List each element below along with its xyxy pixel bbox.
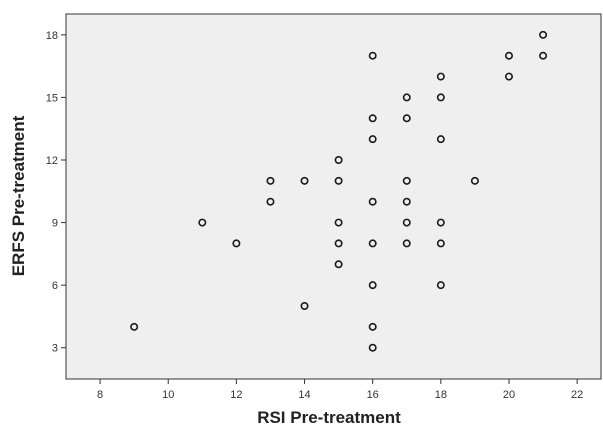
x-tick-label: 14: [298, 389, 310, 401]
data-point: [436, 281, 445, 290]
data-point: [436, 218, 445, 227]
data-point: [402, 239, 411, 248]
data-point: [470, 176, 479, 185]
data-point: [300, 301, 309, 310]
data-point: [368, 281, 377, 290]
y-tick-label: 18: [46, 30, 58, 42]
data-point: [436, 135, 445, 144]
x-tick-label: 12: [230, 389, 242, 401]
data-point: [368, 135, 377, 144]
data-point: [334, 176, 343, 185]
data-point: [402, 93, 411, 102]
data-point: [368, 239, 377, 248]
x-tick-label: 10: [162, 389, 174, 401]
data-point: [300, 176, 309, 185]
data-point: [402, 114, 411, 123]
data-point: [402, 218, 411, 227]
data-point: [368, 114, 377, 123]
x-tick-label: 20: [503, 389, 515, 401]
data-point: [539, 51, 548, 60]
data-point: [198, 218, 207, 227]
data-point: [436, 239, 445, 248]
data-point: [266, 176, 275, 185]
data-point: [232, 239, 241, 248]
data-point: [539, 30, 548, 39]
x-tick-label: 8: [97, 389, 103, 401]
data-point: [402, 176, 411, 185]
data-point: [504, 51, 513, 60]
y-tick-label: 12: [46, 155, 58, 167]
y-tick-label: 3: [52, 343, 58, 355]
plot-area: [65, 13, 602, 380]
data-point: [334, 260, 343, 269]
data-point: [334, 156, 343, 165]
y-tick-label: 15: [46, 92, 58, 104]
y-tick-label: 9: [52, 218, 58, 230]
x-tick-label: 22: [571, 389, 583, 401]
data-point: [402, 197, 411, 206]
data-points: [130, 30, 548, 352]
data-point: [504, 72, 513, 81]
data-point: [266, 197, 275, 206]
y-axis: 3 6 9 12 15 18: [46, 30, 66, 355]
x-axis: 8 10 12 14 16 18 20 22: [97, 379, 583, 401]
data-point: [130, 322, 139, 331]
data-point: [368, 322, 377, 331]
y-tick-label: 6: [52, 280, 58, 292]
data-point: [334, 218, 343, 227]
y-axis-title: ERFS Pre-treatment: [9, 115, 28, 276]
x-axis-title: RSI Pre-treatment: [257, 408, 401, 427]
data-point: [368, 343, 377, 352]
data-point: [368, 51, 377, 60]
x-tick-label: 18: [435, 389, 447, 401]
data-point: [334, 239, 343, 248]
data-point: [436, 72, 445, 81]
data-point: [368, 197, 377, 206]
x-tick-label: 16: [367, 389, 379, 401]
data-point: [436, 93, 445, 102]
